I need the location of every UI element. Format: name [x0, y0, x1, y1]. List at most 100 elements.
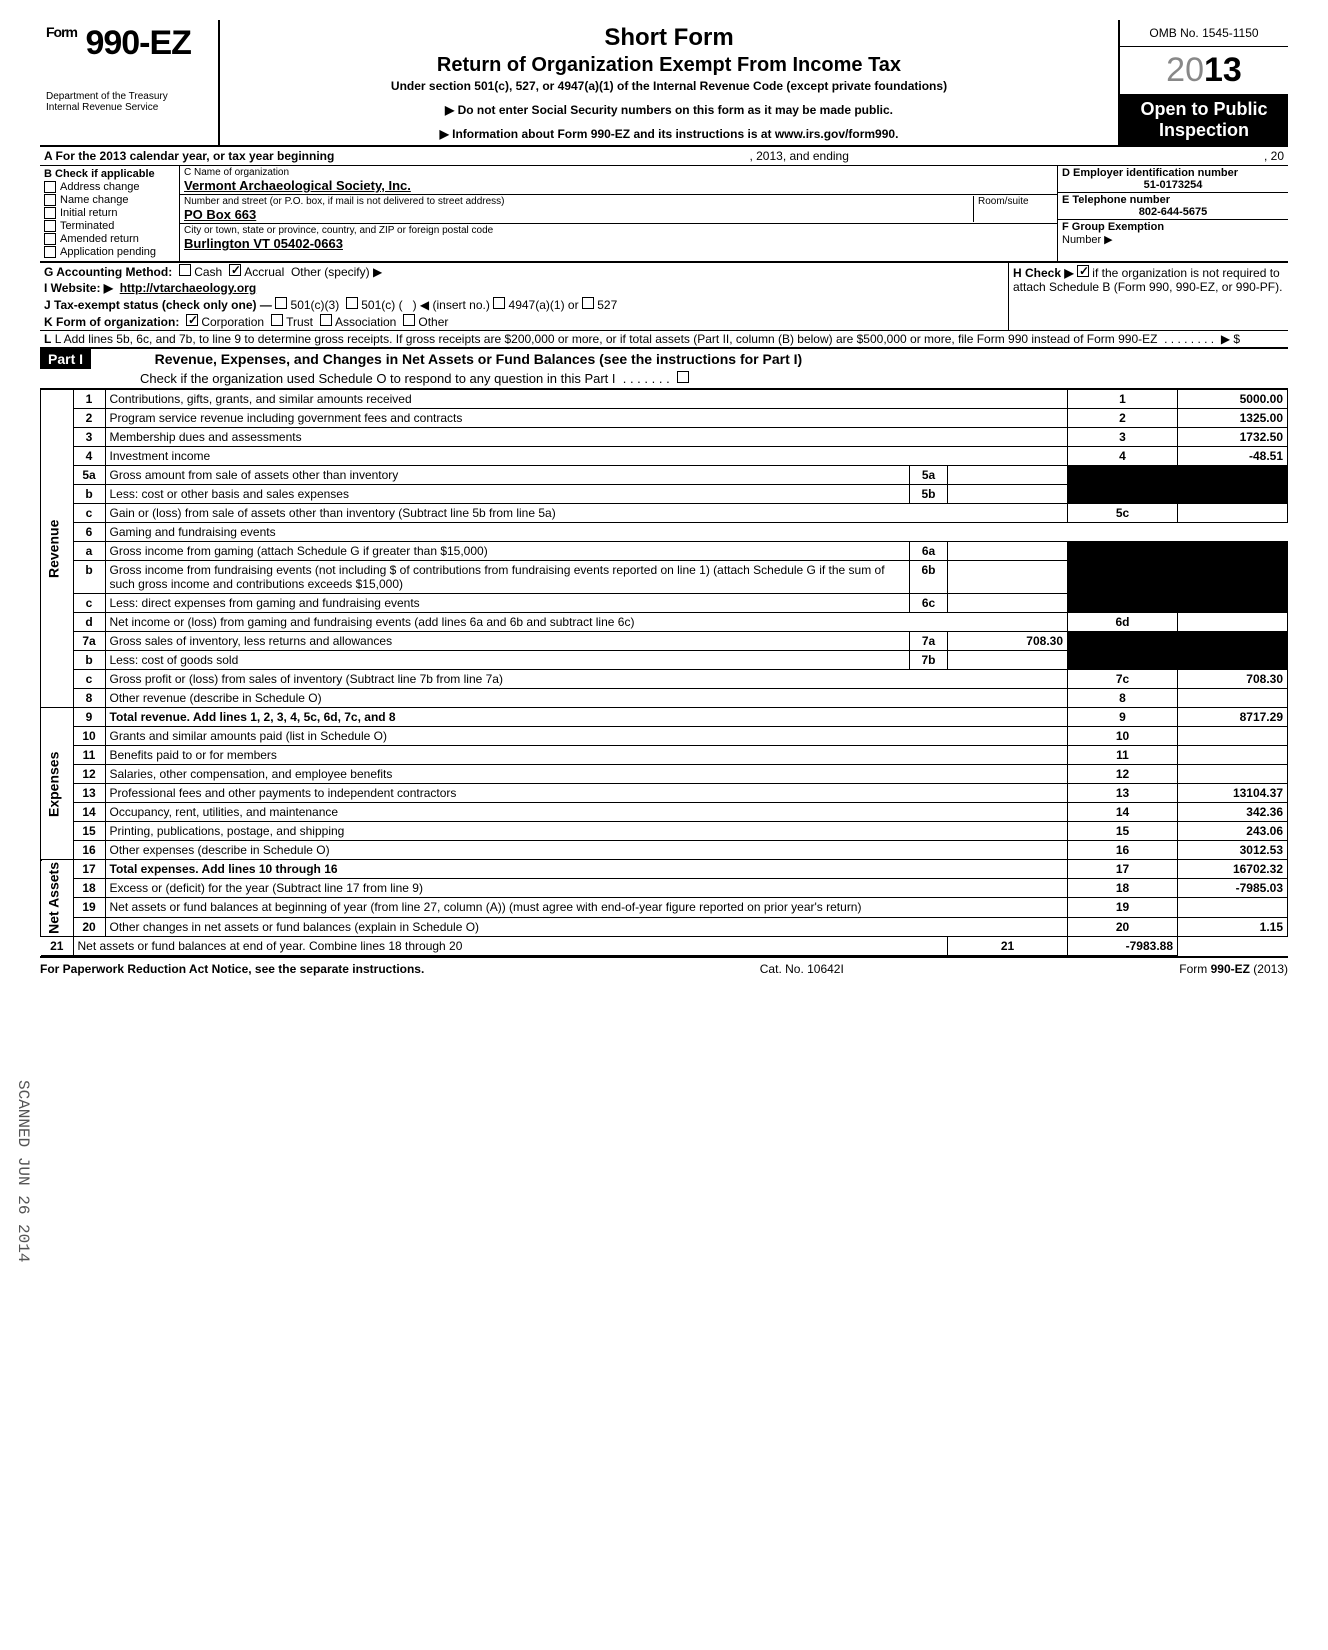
- applicable-checkbox[interactable]: [44, 220, 56, 232]
- applicable-label: Address change: [60, 181, 140, 193]
- line-l: L L Add lines 5b, 6c, and 7b, to line 9 …: [40, 330, 1288, 347]
- amount-value: -7983.88: [1068, 936, 1178, 955]
- street-label: Number and street (or P.O. box, if mail …: [184, 196, 973, 207]
- inner-amount: [948, 466, 1068, 485]
- street-value: PO Box 663: [184, 207, 973, 222]
- other-checkbox[interactable]: [403, 314, 415, 326]
- amount-value: [1178, 765, 1288, 784]
- row-a-label: A For the 2013 calendar year, or tax yea…: [44, 149, 334, 163]
- line-description: Net assets or fund balances at beginning…: [105, 898, 1068, 917]
- main-table: Revenue1Contributions, gifts, grants, an…: [40, 389, 1288, 956]
- table-row: 8Other revenue (describe in Schedule O)8: [41, 689, 1288, 708]
- box-number: 16: [1068, 841, 1178, 860]
- inner-amount: [948, 542, 1068, 561]
- amount-value: 1325.00: [1178, 409, 1288, 428]
- j-501c: 501(c) (: [361, 298, 402, 312]
- amount-value: 16702.32: [1178, 860, 1288, 879]
- lines-g-to-l: G Accounting Method: Cash Accrual Other …: [40, 263, 1288, 348]
- 4947-checkbox[interactable]: [493, 297, 505, 309]
- line-description: Salaries, other compensation, and employ…: [105, 765, 1068, 784]
- line-number: 20: [73, 917, 105, 936]
- box-number: 6d: [1068, 613, 1178, 632]
- table-row: 14Occupancy, rent, utilities, and mainte…: [41, 803, 1288, 822]
- line-number: 13: [73, 784, 105, 803]
- schedule-o-checkbox[interactable]: [677, 371, 689, 383]
- line-number: 9: [73, 708, 105, 727]
- applicable-item: Address change: [44, 181, 175, 193]
- title-short-form: Short Form: [228, 24, 1110, 52]
- part-i-label: Part I: [40, 349, 91, 369]
- form-header: Form 990-EZ Department of the Treasury I…: [40, 20, 1288, 147]
- applicable-checkbox[interactable]: [44, 233, 56, 245]
- line-number: 4: [73, 447, 105, 466]
- line-description: Benefits paid to or for members: [105, 746, 1068, 765]
- applicable-checkbox[interactable]: [44, 207, 56, 219]
- line-description: Grants and similar amounts paid (list in…: [105, 727, 1068, 746]
- table-row: 13Professional fees and other payments t…: [41, 784, 1288, 803]
- notice-ssn: ▶ Do not enter Social Security numbers o…: [228, 103, 1110, 117]
- applicable-checkbox[interactable]: [44, 246, 56, 258]
- shaded-cell: [1068, 594, 1178, 613]
- table-row: 12Salaries, other compensation, and empl…: [41, 765, 1288, 784]
- line-h: H Check ▶ if the organization is not req…: [1008, 263, 1288, 330]
- 501c3-checkbox[interactable]: [275, 297, 287, 309]
- section-label: Revenue: [41, 390, 73, 708]
- applicable-item: Application pending: [44, 246, 175, 258]
- tel-value: 802-644-5675: [1062, 206, 1284, 218]
- amount-value: 3012.53: [1178, 841, 1288, 860]
- table-row: aGross income from gaming (attach Schedu…: [41, 542, 1288, 561]
- box-number: 18: [1068, 879, 1178, 898]
- amount-value: 342.36: [1178, 803, 1288, 822]
- line-number: d: [73, 613, 105, 632]
- applicable-checkbox[interactable]: [44, 181, 56, 193]
- table-row: 4Investment income4-48.51: [41, 447, 1288, 466]
- line-number: 10: [73, 727, 105, 746]
- 527-checkbox[interactable]: [582, 297, 594, 309]
- ein-value: 51-0173254: [1062, 179, 1284, 191]
- year-prefix: 20: [1166, 51, 1204, 89]
- city-row: City or town, state or province, country…: [180, 224, 1057, 252]
- line-number: 1: [73, 390, 105, 409]
- corp-checkbox[interactable]: [186, 314, 198, 326]
- box-number: 13: [1068, 784, 1178, 803]
- form-number-value: 990-EZ: [85, 24, 191, 62]
- g-cash: Cash: [194, 265, 222, 279]
- inner-amount: [948, 594, 1068, 613]
- trust-checkbox[interactable]: [271, 314, 283, 326]
- line-description: Program service revenue including govern…: [105, 409, 1068, 428]
- form-number: Form 990-EZ: [46, 24, 212, 63]
- line-number: 11: [73, 746, 105, 765]
- h-checkbox[interactable]: [1077, 265, 1089, 277]
- inner-amount: [948, 485, 1068, 504]
- cash-checkbox[interactable]: [179, 264, 191, 276]
- line-description: Gross income from fundraising events (no…: [105, 561, 910, 594]
- 501c-checkbox[interactable]: [346, 297, 358, 309]
- col-b-checkboxes: B Check if applicable Address changeName…: [40, 166, 180, 261]
- table-row: 18Excess or (deficit) for the year (Subt…: [41, 879, 1288, 898]
- accrual-checkbox[interactable]: [229, 264, 241, 276]
- form-id-block: Form 990-EZ Department of the Treasury I…: [40, 20, 220, 145]
- line-number: a: [73, 542, 105, 561]
- city-label: City or town, state or province, country…: [184, 225, 1053, 236]
- table-row: dNet income or (loss) from gaming and fu…: [41, 613, 1288, 632]
- applicable-label: Name change: [60, 194, 129, 206]
- k-trust: Trust: [286, 315, 313, 329]
- line-description: Total expenses. Add lines 10 through 16: [105, 860, 1068, 879]
- box-number: 2: [1068, 409, 1178, 428]
- assoc-checkbox[interactable]: [320, 314, 332, 326]
- line-description: Other changes in net assets or fund bala…: [105, 917, 1068, 936]
- shaded-cell: [1068, 651, 1178, 670]
- applicable-checkbox[interactable]: [44, 194, 56, 206]
- shaded-cell: [1178, 594, 1288, 613]
- table-row: 5aGross amount from sale of assets other…: [41, 466, 1288, 485]
- line-description: Less: direct expenses from gaming and fu…: [105, 594, 910, 613]
- l-text: L Add lines 5b, 6c, and 7b, to line 9 to…: [55, 332, 1158, 346]
- line-number: 21: [41, 936, 73, 955]
- row-a-mid: , 2013, and ending: [749, 149, 848, 163]
- scanned-stamp: SCANNED JUN 26 2014: [14, 1080, 32, 1262]
- table-row: 7aGross sales of inventory, less returns…: [41, 632, 1288, 651]
- box-number: 9: [1068, 708, 1178, 727]
- amount-value: 13104.37: [1178, 784, 1288, 803]
- line-description: Net assets or fund balances at end of ye…: [73, 936, 948, 955]
- year-value: 13: [1204, 51, 1242, 89]
